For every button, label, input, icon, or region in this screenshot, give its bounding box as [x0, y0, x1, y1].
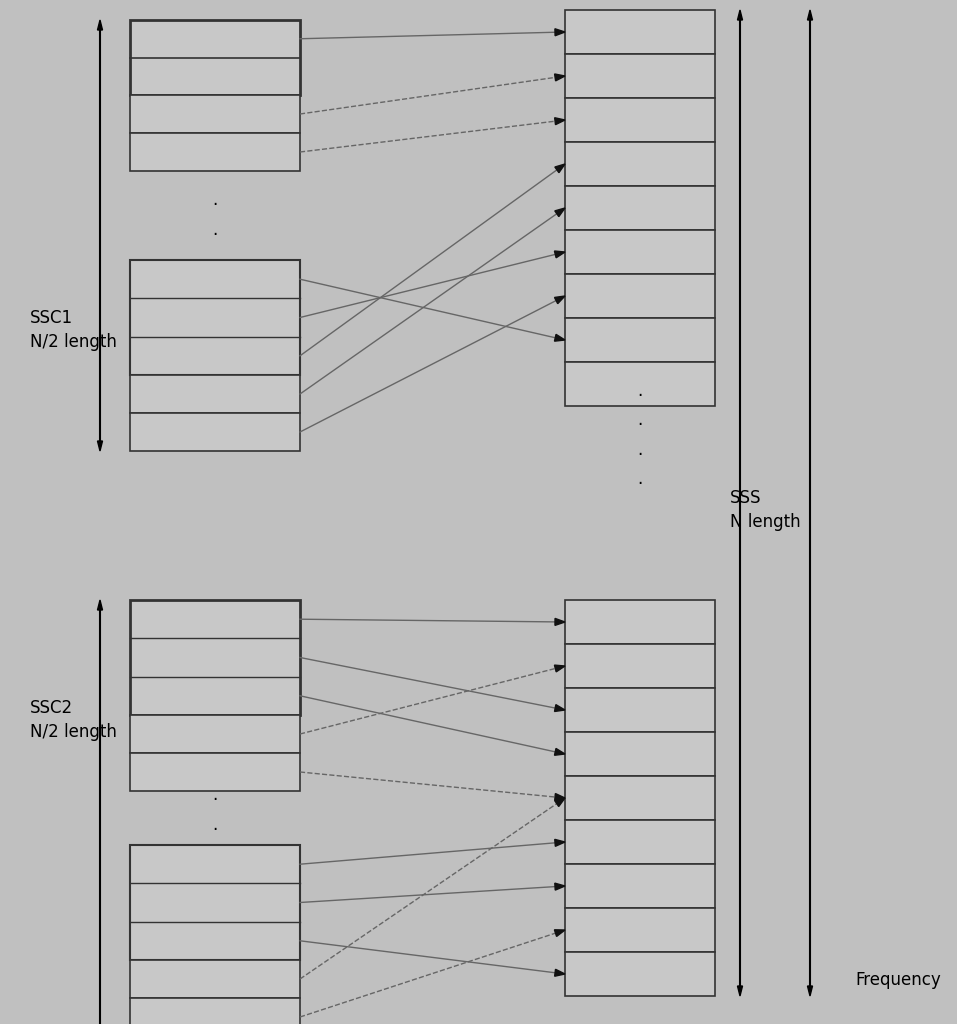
Text: SSS
N length: SSS N length — [730, 489, 801, 530]
Text: SSC1
N/2 length: SSC1 N/2 length — [30, 309, 117, 351]
Bar — [130, 95, 300, 133]
Bar — [565, 142, 715, 186]
Polygon shape — [808, 986, 812, 996]
Polygon shape — [555, 970, 565, 976]
Polygon shape — [554, 251, 565, 258]
Polygon shape — [554, 296, 565, 304]
Bar — [130, 375, 300, 413]
Polygon shape — [554, 749, 565, 756]
Polygon shape — [554, 705, 565, 712]
Polygon shape — [555, 883, 565, 890]
Polygon shape — [738, 10, 743, 20]
Bar — [130, 845, 300, 961]
Bar — [130, 715, 300, 753]
Polygon shape — [555, 208, 565, 217]
Bar — [130, 600, 300, 715]
Bar — [565, 776, 715, 820]
Polygon shape — [98, 600, 102, 610]
Text: SSC2
N/2 length: SSC2 N/2 length — [30, 699, 117, 740]
Polygon shape — [555, 74, 565, 81]
Bar — [565, 908, 715, 952]
Bar — [565, 274, 715, 318]
Polygon shape — [555, 618, 565, 626]
Bar — [565, 362, 715, 406]
Polygon shape — [738, 986, 743, 996]
Bar — [130, 961, 300, 998]
Text: Frequency: Frequency — [855, 971, 941, 989]
Bar — [130, 133, 300, 171]
Polygon shape — [554, 930, 565, 936]
Polygon shape — [554, 335, 565, 341]
Bar — [565, 10, 715, 54]
Bar — [130, 20, 300, 95]
Bar — [565, 644, 715, 688]
Polygon shape — [808, 10, 812, 20]
Polygon shape — [98, 441, 102, 451]
Text: .
.
.
.: . . . . — [637, 382, 642, 487]
Bar — [130, 753, 300, 791]
Bar — [130, 998, 300, 1024]
Bar — [565, 318, 715, 362]
Bar — [565, 230, 715, 274]
Bar — [565, 186, 715, 230]
Polygon shape — [98, 20, 102, 30]
Bar — [130, 413, 300, 451]
Text: .
.: . . — [212, 786, 217, 834]
Polygon shape — [555, 794, 565, 801]
Polygon shape — [555, 29, 565, 36]
Bar — [565, 952, 715, 996]
Bar — [565, 820, 715, 864]
Polygon shape — [555, 798, 565, 807]
Bar — [565, 98, 715, 142]
Bar — [565, 600, 715, 644]
Polygon shape — [554, 666, 565, 672]
Bar — [565, 688, 715, 732]
Bar — [565, 732, 715, 776]
Bar — [565, 864, 715, 908]
Bar — [130, 260, 300, 375]
Polygon shape — [555, 840, 565, 846]
Bar — [565, 54, 715, 98]
Polygon shape — [555, 118, 565, 125]
Text: .
.: . . — [212, 191, 217, 239]
Polygon shape — [555, 164, 565, 173]
